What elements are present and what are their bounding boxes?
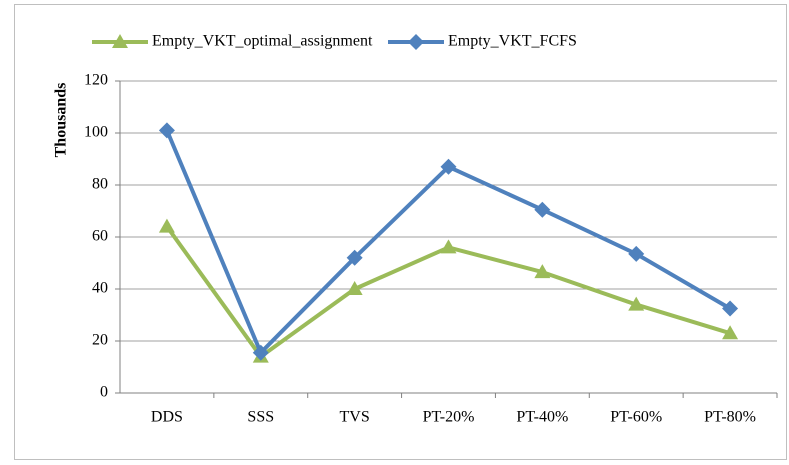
marker — [346, 249, 363, 266]
marker — [628, 245, 645, 262]
y-tick-label: 20 — [92, 332, 108, 349]
x-tick-label: PT-20% — [423, 409, 475, 426]
marker — [628, 296, 645, 311]
y-tick-label: 120 — [84, 72, 108, 89]
y-tick-label: 100 — [84, 124, 108, 141]
legend-label: Empty_VKT_FCFS — [448, 33, 577, 50]
y-tick-label: 80 — [92, 176, 108, 193]
chart-border — [14, 4, 787, 460]
x-tick-label: PT-40% — [516, 409, 568, 426]
legend-label: Empty_VKT_optimal_assignment — [152, 33, 373, 50]
y-axis-label: Thousands — [53, 83, 70, 158]
marker — [346, 281, 363, 295]
marker — [722, 325, 739, 340]
x-tick-label: PT-60% — [610, 409, 662, 426]
marker — [408, 34, 424, 50]
marker — [534, 201, 551, 218]
marker — [534, 264, 551, 279]
marker — [158, 122, 175, 139]
marker — [158, 218, 175, 233]
x-tick-label: TVS — [340, 409, 370, 426]
marker — [440, 158, 457, 175]
x-tick-label: DDS — [151, 409, 183, 426]
marker — [440, 239, 457, 254]
y-tick-label: 60 — [92, 228, 108, 245]
marker — [112, 34, 128, 48]
y-tick-label: 40 — [92, 280, 108, 297]
marker — [252, 344, 269, 361]
marker — [722, 300, 739, 317]
x-tick-label: PT-80% — [704, 409, 756, 426]
y-tick-label: 0 — [100, 384, 108, 401]
x-tick-label: SSS — [247, 409, 274, 426]
